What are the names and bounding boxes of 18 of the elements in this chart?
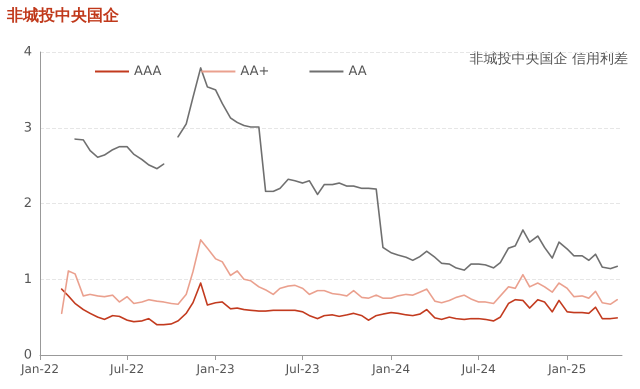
line-series — [60, 239, 618, 314]
line-series — [60, 282, 618, 326]
y-tick-label: 1 — [24, 272, 32, 287]
x-tick-label: Jan-23 — [196, 362, 235, 376]
legend-label: AAA — [134, 64, 162, 79]
y-tick-label: 0 — [24, 348, 32, 362]
x-tick-label: Jan-25 — [547, 362, 586, 376]
x-tick-label: Jul-22 — [109, 362, 144, 376]
legend-label: AA+ — [240, 64, 270, 79]
legend-label: AA — [348, 64, 367, 79]
chart-title: 非城投中央国企 — [6, 6, 120, 24]
y-tick-label: 3 — [24, 120, 32, 136]
x-tick-label: Jan-24 — [371, 362, 410, 376]
x-tick-label: Jan-22 — [20, 362, 60, 376]
x-tick-label: Jul-23 — [284, 362, 320, 376]
y-tick-label: 2 — [24, 196, 32, 211]
y-tick-label: 4 — [24, 44, 32, 60]
x-tick-label: Jul-24 — [460, 362, 496, 376]
